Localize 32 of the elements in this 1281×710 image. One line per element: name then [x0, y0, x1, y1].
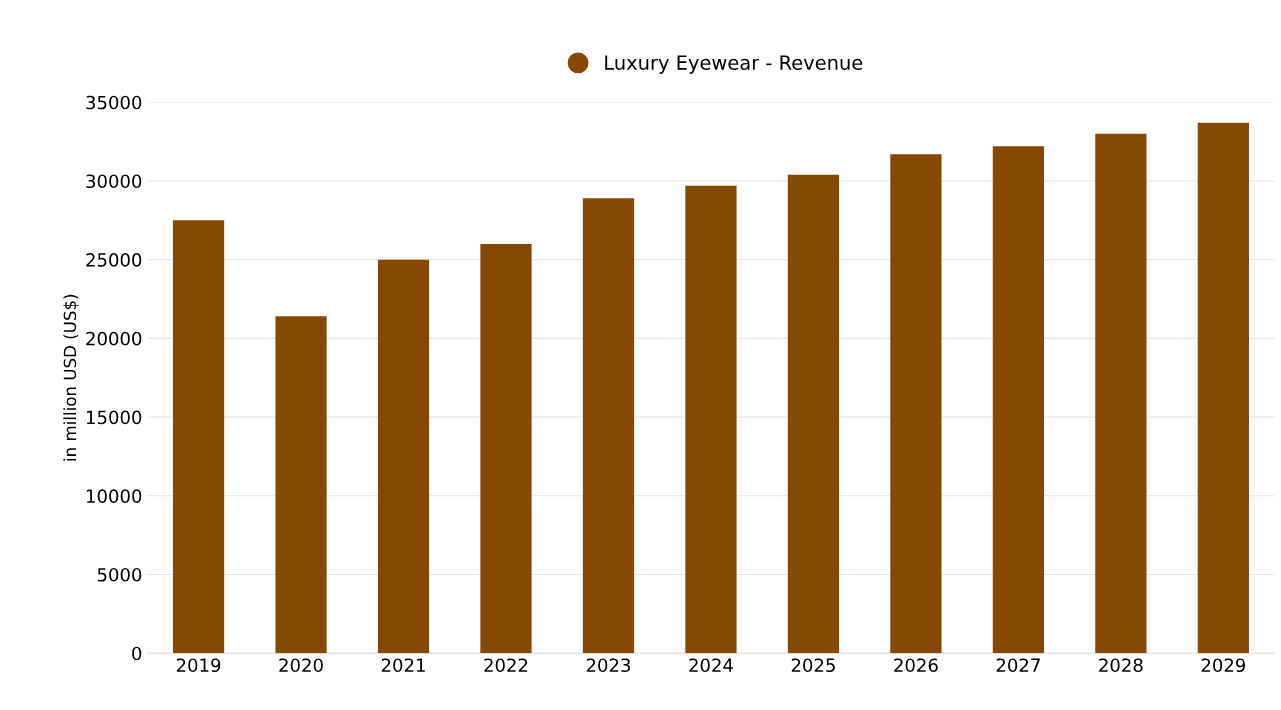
y-axis-title: in million USD (US$): [63, 294, 79, 461]
bar: [480, 243, 532, 654]
y-tick-label: 15000: [87, 410, 142, 425]
x-tick-label: 2021: [381, 658, 425, 673]
y-tick-label: 25000: [86, 253, 142, 267]
x-tick-label: 2024: [689, 658, 733, 673]
x-tick-label: 2020: [279, 658, 323, 673]
x-tick-label: 2019: [176, 658, 221, 673]
x-tick-label: 2022: [484, 658, 528, 673]
x-tick-label: 2027: [996, 658, 1040, 673]
bar: [890, 154, 942, 654]
bar: [582, 198, 635, 654]
x-tick-label: 2028: [1099, 658, 1143, 673]
x-tick-label: 2023: [586, 658, 630, 673]
x-tick-label: 2026: [894, 658, 938, 673]
y-tick-label: 10000: [87, 489, 142, 503]
y-tick-label: 35000: [86, 95, 142, 110]
bar: [1095, 133, 1147, 654]
bar: [685, 185, 737, 654]
bar: [787, 174, 840, 654]
bar: [377, 259, 430, 654]
bar: [172, 220, 225, 654]
x-tick-label: 2025: [791, 658, 835, 673]
y-tick-label: 0: [132, 646, 142, 661]
x-tick-label: 2029: [1201, 658, 1246, 673]
bar: [992, 146, 1045, 654]
bar: [1197, 122, 1249, 654]
legend-label: Luxury Eyewear - Revenue: [605, 55, 863, 74]
y-tick-label: 5000: [97, 567, 142, 582]
y-tick-label: 20000: [86, 331, 142, 346]
y-tick-label: 30000: [86, 174, 142, 189]
bar: [275, 316, 327, 654]
